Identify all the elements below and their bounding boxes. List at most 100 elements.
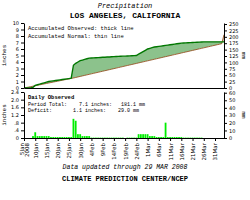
tick-label: 60 — [229, 90, 235, 96]
tick-label: 5 — [16, 53, 19, 59]
bar — [140, 134, 142, 138]
tick-mark — [224, 123, 227, 124]
tick-label: 1 — [16, 79, 19, 85]
bar — [183, 137, 185, 138]
bar — [25, 138, 27, 139]
tick: 30Jan — [78, 138, 85, 158]
bar — [93, 137, 95, 138]
tick-mark — [181, 138, 182, 141]
tick-mark — [125, 138, 126, 141]
bar — [174, 137, 176, 138]
tick: 26Mar — [201, 138, 207, 160]
bar — [59, 137, 61, 138]
tick: 1Mar — [145, 138, 151, 157]
tick-label-line: 10Jan — [33, 142, 40, 158]
tick: 16Mar — [179, 138, 185, 160]
bar — [207, 138, 209, 139]
tick: 24Feb — [134, 138, 140, 160]
tick-mark — [224, 108, 227, 109]
bar — [153, 136, 155, 138]
bar — [52, 137, 54, 138]
bar — [165, 123, 167, 138]
bar — [219, 138, 221, 139]
bar — [37, 136, 39, 138]
tick: 9Feb — [100, 138, 106, 156]
legend-entry: Daily Observed — [28, 94, 74, 101]
tick: 6Mar — [156, 138, 162, 157]
bar — [160, 137, 162, 138]
tick-label: 16Mar — [179, 142, 185, 160]
tick: 11Mar — [167, 138, 173, 160]
tick-label: 0 — [229, 135, 232, 141]
bar — [212, 138, 214, 139]
tick-mark — [21, 75, 24, 76]
tick-mark — [21, 115, 24, 116]
deficit-fill — [24, 35, 224, 88]
tick: 125 — [224, 53, 239, 59]
bar — [70, 137, 72, 138]
tick-label: 1Mar — [145, 142, 151, 157]
tick-label: 1.2 — [11, 112, 19, 118]
tick-mark — [224, 82, 227, 83]
tick-mark — [21, 36, 24, 37]
tick-label: 19Feb — [123, 143, 129, 160]
tick-mark — [21, 130, 24, 131]
bar — [158, 137, 160, 138]
bar — [115, 137, 117, 138]
tick-mark — [224, 24, 227, 25]
y-axis-title: inches — [1, 44, 8, 66]
bar — [84, 136, 86, 138]
tick-label: 30 — [229, 112, 235, 118]
x-axis: 5Jan200810Jan15Jan20Jan25Jan30Jan4Feb9Fe… — [19, 138, 225, 160]
tick: 8 — [16, 33, 24, 39]
tick-mark — [21, 69, 24, 70]
tick-label-line: 26Mar — [201, 142, 207, 160]
bar — [178, 137, 180, 138]
tick: 3 — [16, 66, 24, 72]
annotation: Deficit: 1.1 inches: 29.0 mm — [28, 108, 139, 114]
tick-label: 31Mar — [212, 142, 218, 160]
bar — [97, 137, 99, 138]
tick-mark — [21, 62, 24, 63]
tick-mark — [21, 43, 24, 44]
plot-area — [24, 35, 224, 88]
tick-label-line: 4Feb — [89, 143, 95, 157]
subtitle: LOS ANGELES, CALIFORNIA — [70, 11, 181, 20]
tick-label: 2.4 — [11, 89, 19, 95]
tick-label-line: 1Mar — [145, 142, 151, 157]
bar — [194, 137, 196, 138]
bar — [196, 137, 198, 138]
tick-label: 11Mar — [167, 142, 173, 160]
tick-mark — [224, 37, 227, 38]
tick: 9 — [16, 27, 24, 33]
bar — [50, 137, 52, 138]
tick: 15Jan — [44, 138, 51, 158]
bar — [68, 137, 70, 138]
bar — [142, 134, 144, 138]
tick-mark — [46, 138, 47, 141]
panel: 0123456789100255075100125150175200225250… — [1, 20, 247, 91]
bar — [147, 134, 149, 138]
tick-label: 20 — [229, 120, 235, 126]
tick: 50 — [224, 97, 235, 103]
bar — [100, 137, 102, 138]
axis-line — [224, 24, 225, 89]
tick: 14Feb — [111, 138, 117, 160]
tick: 250 — [224, 21, 239, 27]
tick-mark — [224, 50, 227, 51]
bar — [48, 136, 50, 138]
tick: .4 — [14, 127, 24, 133]
bar — [151, 136, 153, 138]
tick-mark — [204, 138, 205, 141]
tick: 10 — [13, 20, 24, 26]
axis-line — [24, 93, 25, 139]
tick-label: 10 — [13, 20, 19, 26]
legend-entry: Accumulated Observed: thick line — [28, 25, 134, 32]
bar — [138, 134, 140, 138]
title: Precipitation — [98, 2, 153, 10]
tick-mark — [21, 123, 24, 124]
tick-label-line: 6Mar — [156, 142, 162, 157]
tick-mark — [224, 43, 227, 44]
bar — [171, 137, 173, 138]
tick-label-line: 24Feb — [134, 143, 140, 160]
